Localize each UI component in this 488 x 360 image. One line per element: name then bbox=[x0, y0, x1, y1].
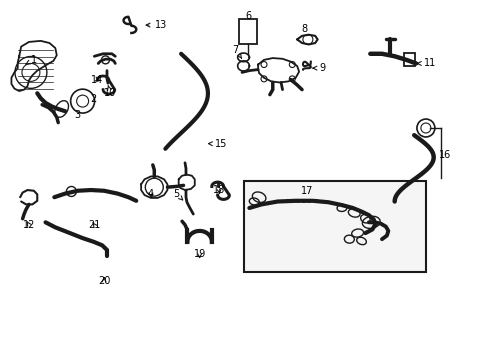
Text: 19: 19 bbox=[193, 248, 205, 258]
Text: 8: 8 bbox=[300, 24, 306, 34]
Text: 20: 20 bbox=[98, 276, 110, 286]
Text: 3: 3 bbox=[75, 110, 81, 120]
Text: 5: 5 bbox=[173, 189, 183, 200]
Text: 9: 9 bbox=[312, 63, 325, 73]
Text: 18: 18 bbox=[213, 185, 225, 195]
Text: 1: 1 bbox=[25, 55, 37, 65]
Text: 17: 17 bbox=[300, 186, 312, 196]
Bar bbox=[243, 181, 426, 272]
Text: 13: 13 bbox=[146, 20, 166, 30]
Text: 6: 6 bbox=[245, 11, 251, 21]
Bar bbox=[404, 53, 414, 66]
Text: 2: 2 bbox=[90, 94, 96, 104]
Text: 15: 15 bbox=[208, 139, 227, 149]
Text: 4: 4 bbox=[147, 189, 154, 199]
Text: 21: 21 bbox=[88, 220, 101, 230]
Bar bbox=[238, 19, 257, 44]
Text: 16: 16 bbox=[438, 150, 450, 160]
Text: 7: 7 bbox=[232, 45, 241, 58]
Text: 12: 12 bbox=[23, 220, 35, 230]
Text: 14: 14 bbox=[91, 75, 103, 85]
Text: 11: 11 bbox=[416, 58, 435, 68]
Text: 10: 10 bbox=[104, 85, 116, 98]
